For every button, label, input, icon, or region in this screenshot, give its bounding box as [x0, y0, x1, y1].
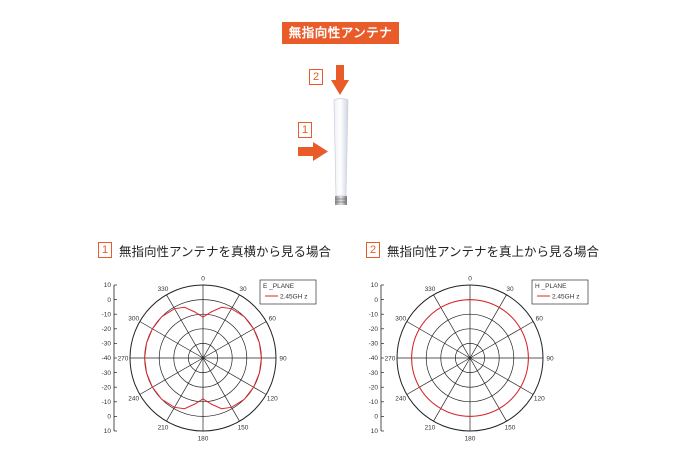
radial-tick-label: 0: [374, 297, 378, 304]
angle-label: 0: [201, 275, 205, 282]
grid-spoke: [469, 294, 507, 359]
radial-tick-label: 0: [374, 414, 378, 421]
angle-label: 120: [534, 395, 545, 402]
radial-tick-label: 10: [104, 282, 112, 289]
angle-label: 60: [536, 315, 544, 322]
radial-tick-label: 10: [104, 428, 112, 435]
grid-spoke: [433, 357, 471, 422]
radial-tick-label: -40: [369, 355, 379, 362]
view-2-caption: 無指向性アンテナを真上から見る場合: [387, 244, 600, 259]
marker-2-badge: 2: [309, 69, 323, 85]
view-1-badge: 1: [98, 242, 112, 258]
grid-spoke: [202, 357, 267, 395]
angle-label: 240: [395, 395, 406, 402]
angle-label: 150: [505, 425, 516, 432]
marker-1-badge: 1: [298, 122, 312, 138]
angle-label: 30: [506, 286, 514, 293]
grid-spoke: [166, 357, 204, 422]
angle-label: 0: [468, 275, 472, 282]
radial-tick-label: 10: [371, 428, 379, 435]
angle-label: 300: [395, 315, 406, 322]
legend-series: 2.45GH z: [280, 294, 307, 301]
angle-label: 270: [385, 355, 396, 362]
radial-tick-label: -30: [369, 370, 379, 377]
angle-label: 300: [128, 315, 139, 322]
legend-series: 2.45GH z: [552, 294, 579, 301]
grid-spoke: [406, 321, 471, 359]
grid-spoke: [469, 357, 507, 422]
view-1-caption: 無指向性アンテナを真横から見る場合: [119, 244, 332, 259]
angle-label: 210: [158, 425, 169, 432]
radial-tick-label: -20: [369, 326, 379, 333]
series-line: [411, 299, 529, 417]
grid-spoke: [469, 357, 534, 395]
radial-tick-label: -30: [369, 341, 379, 348]
radial-tick-label: -10: [102, 399, 112, 406]
angle-label: 180: [198, 435, 209, 442]
radial-tick-label: -40: [102, 355, 112, 362]
radial-tick-label: -30: [102, 341, 112, 348]
angle-label: 330: [158, 286, 169, 293]
radial-tick-label: -20: [102, 384, 112, 391]
grid-spoke: [139, 321, 204, 359]
radial-tick-label: -10: [102, 311, 112, 318]
grid-spoke: [166, 294, 204, 359]
radial-tick-label: 0: [107, 414, 111, 421]
grid-spoke: [202, 294, 240, 359]
legend-title: H _PLANE: [535, 283, 567, 290]
grid-spoke: [406, 357, 471, 395]
grid-spoke: [202, 357, 240, 422]
angle-label: 180: [465, 435, 476, 442]
angle-label: 210: [425, 425, 436, 432]
arrow-right-icon: [298, 142, 328, 161]
angle-label: 150: [238, 425, 249, 432]
grid-spoke: [139, 357, 204, 395]
radial-tick-label: -10: [369, 399, 379, 406]
legend-title: E _PLANE: [263, 283, 295, 290]
radial-tick-label: 10: [371, 282, 379, 289]
angle-label: 270: [118, 355, 129, 362]
radial-tick-label: -20: [369, 384, 379, 391]
legend-box: [259, 279, 317, 305]
radial-tick-label: 0: [107, 297, 111, 304]
angle-label: 240: [128, 395, 139, 402]
grid-spoke: [469, 321, 534, 359]
antenna-body: [333, 98, 349, 197]
page-title: 無指向性アンテナ: [282, 22, 399, 44]
grid-spoke: [202, 321, 267, 359]
angle-label: 120: [267, 395, 278, 402]
angle-label: 90: [546, 355, 554, 362]
radial-tick-label: -10: [369, 311, 379, 318]
series-line: [144, 306, 262, 410]
angle-label: 90: [279, 355, 287, 362]
angle-label: 330: [425, 286, 436, 293]
view-2-badge: 2: [366, 242, 380, 258]
arrow-down-icon: [331, 65, 349, 95]
angle-label: 60: [269, 315, 277, 322]
radial-tick-label: -30: [102, 370, 112, 377]
legend-box: [531, 279, 589, 305]
angle-label: 30: [239, 286, 247, 293]
radial-tick-label: -20: [102, 326, 112, 333]
antenna-connector: [335, 196, 347, 205]
grid-spoke: [433, 294, 471, 359]
